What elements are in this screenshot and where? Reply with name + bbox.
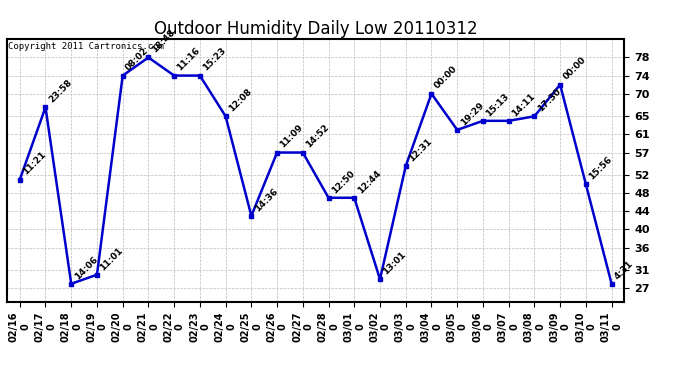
Text: 14:11: 14:11 (510, 92, 537, 118)
Title: Outdoor Humidity Daily Low 20110312: Outdoor Humidity Daily Low 20110312 (154, 20, 477, 38)
Text: 11:21: 11:21 (21, 150, 48, 177)
Text: 14:36: 14:36 (253, 186, 279, 213)
Text: 08:02: 08:02 (124, 46, 150, 73)
Text: 00:00: 00:00 (562, 56, 588, 82)
Text: 23:58: 23:58 (47, 78, 74, 105)
Text: 12:50: 12:50 (330, 168, 357, 195)
Text: 18:48: 18:48 (150, 28, 177, 55)
Text: 12:31: 12:31 (407, 137, 434, 164)
Text: 12:08: 12:08 (227, 87, 253, 114)
Text: 12:44: 12:44 (355, 168, 382, 195)
Text: Copyright 2011 Cartronics.com: Copyright 2011 Cartronics.com (8, 42, 164, 51)
Text: 11:01: 11:01 (99, 245, 125, 272)
Text: 15:56: 15:56 (587, 155, 614, 182)
Text: 19:29: 19:29 (459, 100, 485, 127)
Text: 4:31: 4:31 (613, 259, 635, 281)
Text: 11:16: 11:16 (175, 46, 202, 73)
Text: 15:13: 15:13 (484, 92, 511, 118)
Text: 15:23: 15:23 (201, 46, 228, 73)
Text: 17:30: 17:30 (535, 87, 562, 114)
Text: 14:52: 14:52 (304, 123, 331, 150)
Text: 13:01: 13:01 (382, 250, 408, 276)
Text: 00:00: 00:00 (433, 64, 459, 91)
Text: 14:06: 14:06 (72, 254, 99, 281)
Text: 11:09: 11:09 (279, 123, 305, 150)
